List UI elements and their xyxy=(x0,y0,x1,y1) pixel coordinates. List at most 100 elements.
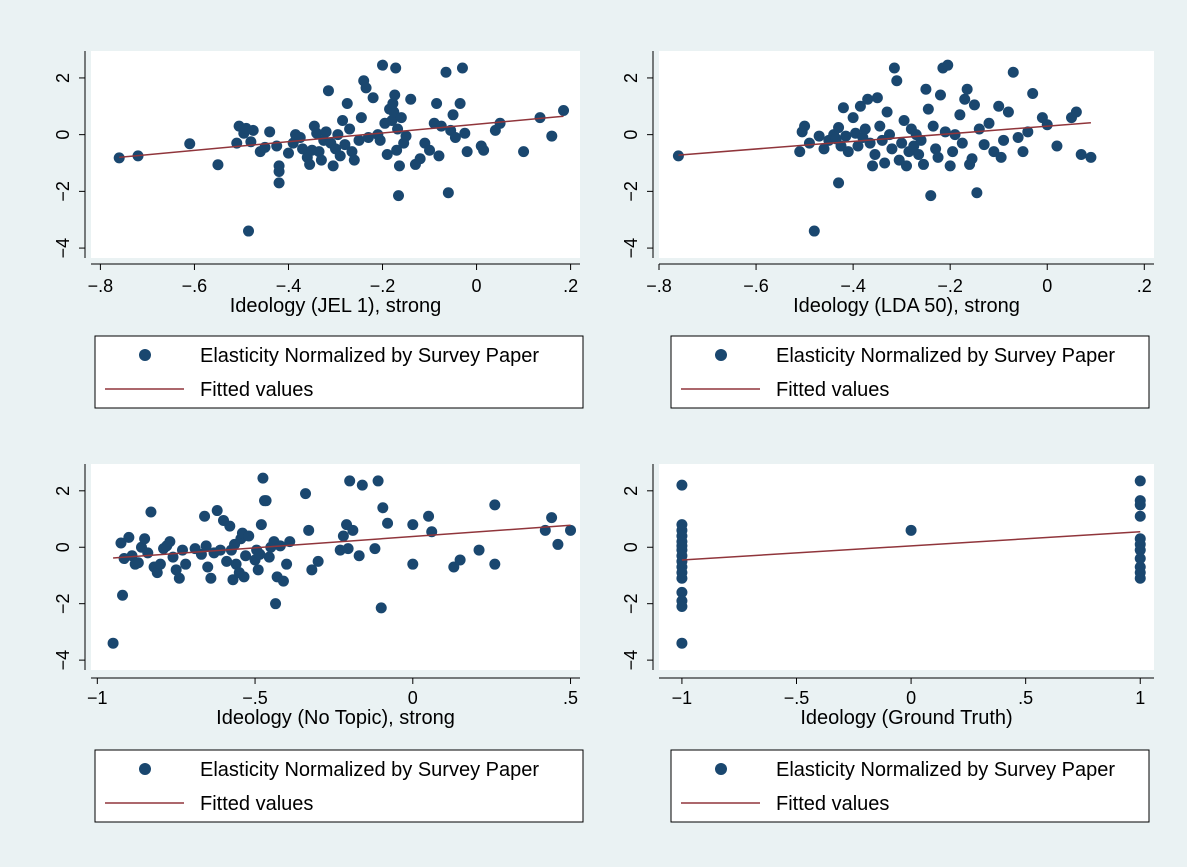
data-point xyxy=(1134,510,1146,522)
data-point xyxy=(342,543,354,555)
data-point xyxy=(221,555,233,567)
data-point xyxy=(145,506,157,518)
data-point xyxy=(339,139,351,151)
data-point xyxy=(374,134,386,146)
data-point xyxy=(947,146,959,158)
data-point xyxy=(949,129,961,141)
data-point xyxy=(565,524,577,536)
scatter-panel-2: −4 −2 0 2 −.8 −.6 −.4 −.2 0 .2 Ideology (LDA 50), … xyxy=(621,51,1154,409)
data-point xyxy=(799,120,811,132)
data-point xyxy=(300,488,312,500)
data-point xyxy=(382,517,394,529)
data-point xyxy=(433,150,445,162)
legend-marker-label: Elasticity Normalized by Survey Paper xyxy=(776,345,1115,367)
data-point xyxy=(794,146,806,158)
legend: Elasticity Normalized by Survey Paper Fit… xyxy=(94,335,584,409)
legend: Elasticity Normalized by Survey Paper Fit… xyxy=(670,749,1150,823)
data-point xyxy=(859,123,871,135)
data-point xyxy=(212,159,224,171)
data-point xyxy=(676,479,688,491)
plot-area xyxy=(659,464,1154,670)
data-point xyxy=(956,137,968,149)
data-point xyxy=(1022,126,1034,138)
data-point xyxy=(920,83,932,95)
y-tick-label: 2 xyxy=(621,486,641,496)
data-point xyxy=(369,543,381,555)
data-point xyxy=(891,75,903,87)
data-point xyxy=(273,166,285,178)
data-point xyxy=(400,130,412,142)
x-tick-label: −.8 xyxy=(88,276,114,296)
data-point xyxy=(862,93,874,105)
legend: Elasticity Normalized by Survey Paper Fit… xyxy=(94,749,584,823)
y-tick-label: −2 xyxy=(621,593,641,614)
data-point xyxy=(240,550,252,562)
data-point xyxy=(898,114,910,126)
data-point xyxy=(1017,146,1029,158)
data-point xyxy=(117,589,129,601)
x-tick-label: 0 xyxy=(408,688,418,708)
data-point xyxy=(884,129,896,141)
data-point xyxy=(132,557,144,569)
data-point xyxy=(395,112,407,124)
data-point xyxy=(459,127,471,139)
data-point xyxy=(959,93,971,105)
data-point xyxy=(393,190,405,202)
data-point xyxy=(546,512,558,524)
legend-box xyxy=(94,749,584,823)
data-point xyxy=(442,187,454,199)
data-point xyxy=(243,530,255,542)
data-point xyxy=(867,160,879,172)
data-point xyxy=(803,137,815,149)
data-point xyxy=(107,637,119,649)
x-tick-label: −.8 xyxy=(646,276,672,296)
x-tick-label: .2 xyxy=(1137,276,1152,296)
legend-marker-icon xyxy=(715,349,727,361)
data-point xyxy=(1134,475,1146,487)
x-tick-label: .2 xyxy=(563,276,578,296)
fitted-line xyxy=(119,115,564,159)
data-point xyxy=(448,561,460,573)
data-point xyxy=(303,524,315,536)
data-point xyxy=(558,105,570,117)
data-point xyxy=(414,153,426,165)
data-point xyxy=(676,572,688,584)
data-point xyxy=(1027,88,1039,100)
data-point xyxy=(344,123,356,135)
x-tick-label: −1 xyxy=(672,688,693,708)
data-point xyxy=(142,547,154,559)
data-point xyxy=(360,82,372,94)
data-point xyxy=(353,550,365,562)
data-point xyxy=(322,85,334,97)
data-point xyxy=(1012,131,1024,143)
y-tick-label: −4 xyxy=(53,650,73,671)
data-point xyxy=(932,151,944,163)
data-point xyxy=(1051,140,1063,152)
data-point xyxy=(954,109,966,121)
data-point xyxy=(1002,106,1014,118)
data-point xyxy=(886,143,898,155)
data-point xyxy=(840,130,852,142)
data-point xyxy=(257,472,269,484)
data-point xyxy=(270,598,282,610)
data-point xyxy=(431,97,443,109)
data-point xyxy=(1134,499,1146,511)
fitted-line xyxy=(113,524,571,559)
data-point xyxy=(552,538,564,550)
data-point xyxy=(454,97,466,109)
data-point xyxy=(306,564,318,576)
data-point xyxy=(494,117,506,129)
data-point xyxy=(971,187,983,199)
data-point xyxy=(264,126,276,138)
data-point xyxy=(392,123,404,135)
data-point xyxy=(854,100,866,112)
data-point xyxy=(377,59,389,71)
data-point xyxy=(1007,66,1019,78)
data-point xyxy=(353,134,365,146)
y-tick-label: −4 xyxy=(53,238,73,259)
y-tick-label: 2 xyxy=(621,73,641,83)
data-point xyxy=(313,146,325,158)
data-point xyxy=(922,103,934,115)
data-point xyxy=(247,124,259,136)
